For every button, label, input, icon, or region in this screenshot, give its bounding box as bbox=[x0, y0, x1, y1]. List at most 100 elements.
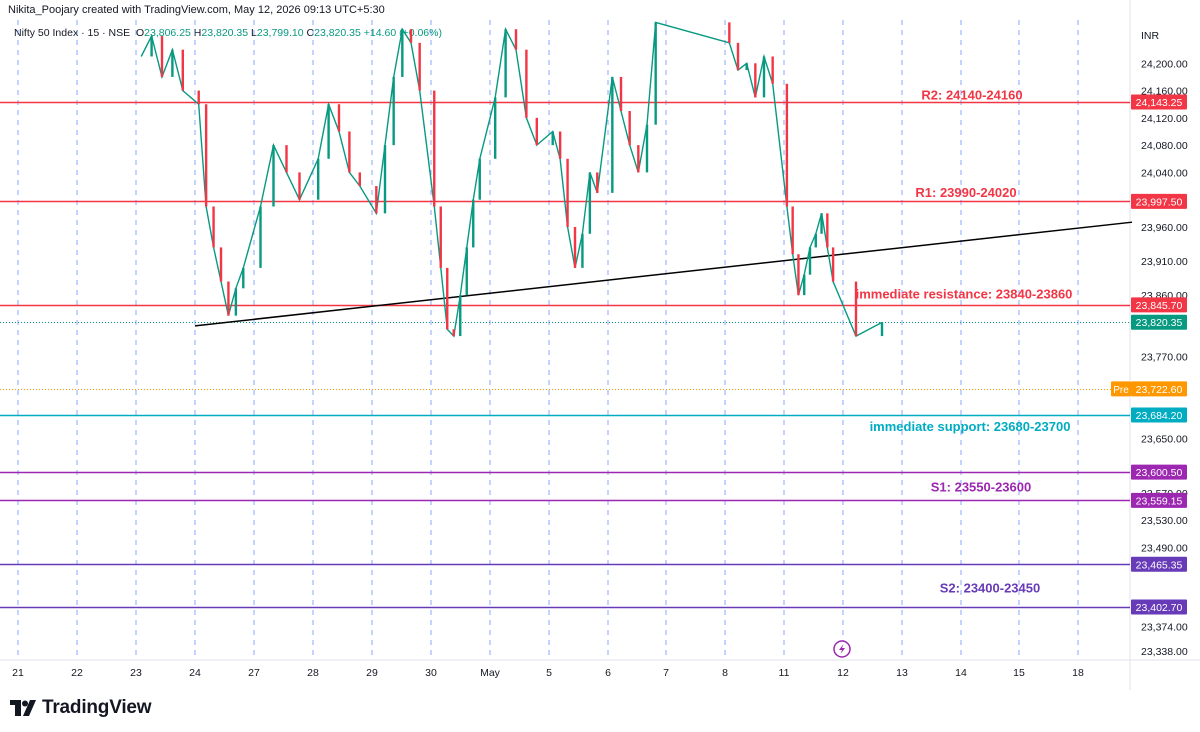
y-tick-label: 23,338.00 bbox=[1141, 646, 1188, 658]
candle-body bbox=[392, 76, 395, 146]
y-tick-label: 24,120.00 bbox=[1141, 113, 1188, 125]
candle-body bbox=[820, 213, 823, 234]
candle-body bbox=[171, 49, 174, 77]
candle-body bbox=[535, 117, 538, 146]
candle-body bbox=[551, 131, 554, 146]
candle-body bbox=[459, 295, 462, 337]
x-tick-label: 29 bbox=[366, 667, 378, 679]
candle-body bbox=[401, 29, 404, 77]
x-tick-label: 23 bbox=[130, 667, 142, 679]
candle-body bbox=[227, 281, 230, 316]
price-tag-box bbox=[1131, 464, 1187, 480]
price-tag-label: 23,997.50 bbox=[1136, 196, 1183, 208]
price-tag-box bbox=[1131, 492, 1187, 508]
candle-body bbox=[375, 186, 378, 214]
candle-body bbox=[814, 233, 817, 248]
open-label: O bbox=[135, 27, 145, 39]
candle-body bbox=[348, 131, 351, 173]
price-tag-label: 23,820.35 bbox=[1136, 317, 1183, 329]
candle-body bbox=[566, 158, 569, 227]
candle-body bbox=[160, 36, 164, 77]
level-annotation: S2: 23400-23450 bbox=[940, 580, 1040, 595]
price-tag-box bbox=[1131, 314, 1187, 330]
candle-body bbox=[409, 29, 413, 43]
candle-body bbox=[558, 131, 562, 159]
x-tick-label: 30 bbox=[425, 667, 437, 679]
price-tag-label: 24,143.25 bbox=[1136, 97, 1183, 109]
pre-market-tag-box bbox=[1111, 381, 1131, 397]
close-label: C bbox=[306, 27, 315, 39]
level-annotation: R1: 23990-24020 bbox=[915, 185, 1016, 200]
candle-body bbox=[762, 56, 766, 98]
y-tick-label: 23,490.00 bbox=[1141, 542, 1188, 554]
price-tag-box bbox=[1131, 599, 1187, 615]
y-tick-label: 24,080.00 bbox=[1141, 140, 1188, 152]
candle-body bbox=[745, 63, 748, 71]
candle-body bbox=[808, 247, 812, 275]
candle-body bbox=[611, 76, 614, 193]
x-tick-label: 24 bbox=[189, 667, 201, 679]
candle-body bbox=[581, 233, 584, 268]
open-value: 23,806.25 bbox=[144, 27, 191, 39]
high-value: 23,820.35 bbox=[201, 27, 249, 39]
candle-body bbox=[525, 49, 528, 118]
tradingview-logo-icon bbox=[10, 700, 36, 716]
candle-body bbox=[791, 206, 794, 255]
candle-body bbox=[446, 267, 449, 330]
candle-body bbox=[514, 29, 518, 50]
candle-body bbox=[654, 22, 657, 125]
candle-body bbox=[197, 90, 200, 105]
currency-label[interactable]: INR bbox=[1141, 30, 1160, 42]
pre-market-tag-label: Pre bbox=[1113, 385, 1129, 396]
close-value: 23,820.35 bbox=[314, 27, 361, 39]
candle-body bbox=[854, 281, 858, 337]
level-annotation: immediate resistance: 23840-23860 bbox=[856, 286, 1073, 301]
candle-body bbox=[472, 199, 475, 248]
candle-body bbox=[771, 56, 774, 84]
x-tick-label: 21 bbox=[12, 667, 24, 679]
candle-body bbox=[754, 63, 757, 98]
x-tick-label: 8 bbox=[722, 667, 728, 679]
chart-credit: Nikita_Poojary created with TradingView.… bbox=[8, 4, 385, 16]
candle-body bbox=[272, 145, 275, 207]
level-annotation: S1: 23550-23600 bbox=[931, 479, 1031, 494]
x-tick-label: 28 bbox=[307, 667, 319, 679]
price-tag-label: 23,402.70 bbox=[1136, 602, 1183, 614]
y-tick-label: 23,770.00 bbox=[1141, 352, 1188, 364]
x-tick-label: 15 bbox=[1013, 667, 1025, 679]
price-tag-label: 23,600.50 bbox=[1136, 467, 1183, 479]
x-tick-label: 14 bbox=[955, 667, 967, 679]
candle-body bbox=[628, 111, 631, 146]
candle-body bbox=[317, 158, 320, 200]
candle-body bbox=[596, 172, 599, 193]
x-tick-label: 11 bbox=[779, 667, 790, 679]
candle-body bbox=[494, 97, 497, 159]
price-tag-box bbox=[1131, 407, 1187, 423]
price-tag-label: 23,465.35 bbox=[1136, 559, 1183, 571]
x-tick-label: 7 bbox=[663, 667, 669, 679]
brand-name: TradingView bbox=[42, 697, 152, 718]
candle-body bbox=[433, 90, 436, 207]
trendline bbox=[194, 221, 1133, 327]
candle-body bbox=[478, 158, 481, 200]
candle-body bbox=[383, 145, 387, 214]
candle-body bbox=[337, 104, 341, 132]
candle-body bbox=[619, 76, 623, 112]
symbol-name: Nifty 50 Index · 15 · NSE bbox=[14, 27, 131, 39]
candle-body bbox=[234, 288, 238, 316]
candle-body bbox=[212, 206, 215, 248]
candle-body bbox=[880, 322, 884, 337]
y-tick-label: 23,910.00 bbox=[1141, 256, 1188, 268]
symbol-legend[interactable]: Nifty 50 Index · 15 · NSE O23,806.25 H23… bbox=[14, 27, 442, 39]
x-tick-label: 22 bbox=[71, 667, 83, 679]
candle-body bbox=[439, 206, 442, 268]
low-value: 23,799.10 bbox=[256, 27, 304, 39]
y-tick-label: 23,530.00 bbox=[1141, 515, 1188, 527]
candle-body bbox=[785, 83, 789, 207]
candle-body bbox=[181, 49, 184, 91]
tradingview-logo: TradingView bbox=[10, 697, 152, 719]
candle-body bbox=[588, 172, 592, 234]
price-line bbox=[140, 21, 883, 338]
price-tag-label: 23,559.15 bbox=[1136, 495, 1183, 507]
